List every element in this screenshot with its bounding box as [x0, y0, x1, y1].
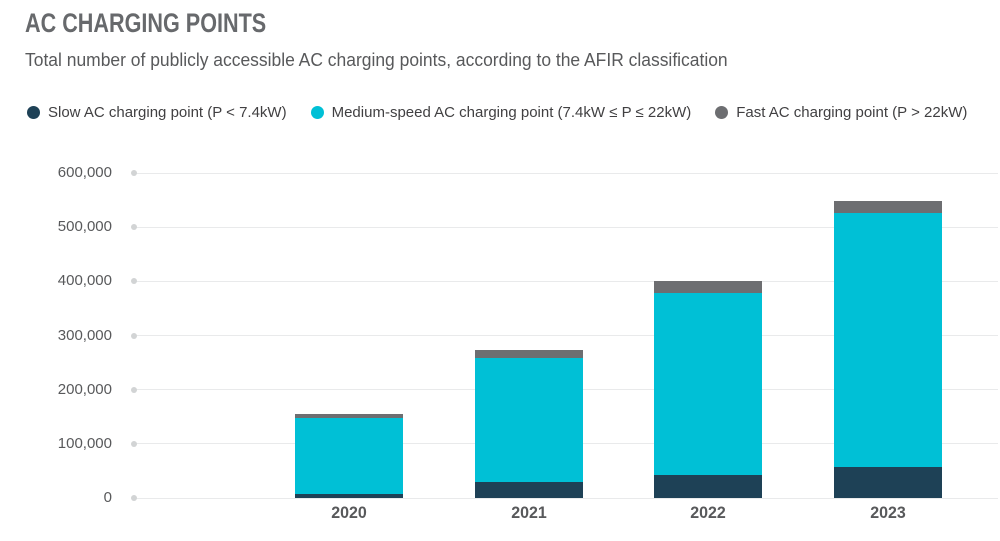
- page-subtitle: Total number of publicly accessible AC c…: [25, 50, 728, 70]
- gridline-dot-icon: [131, 440, 137, 447]
- x-axis: 2020 2021 2022 2023: [137, 503, 998, 529]
- legend-item-0: Slow AC charging point (P < 7.4kW): [27, 104, 287, 121]
- bar-segment-2021-series-0: [474, 481, 583, 498]
- y-tick-label: 200,000: [57, 380, 112, 398]
- gridline-dot-icon: [131, 224, 137, 231]
- legend-item-label: Slow AC charging point (P < 7.4kW): [48, 104, 287, 121]
- page-title: AC CHARGING POINTS: [25, 8, 267, 38]
- y-tick-label: 0: [103, 489, 112, 506]
- legend-dot-icon: [715, 106, 729, 119]
- bar-segment-2022-series-0: [654, 474, 762, 498]
- bar-segment-2021-series-2: [474, 350, 583, 359]
- gridline: [135, 497, 998, 499]
- y-tick-label: 500,000: [57, 218, 112, 236]
- y-tick-label: 300,000: [57, 326, 112, 344]
- gridline-dot-icon: [131, 386, 137, 393]
- legend-dot-icon: [27, 106, 40, 119]
- y-tick-label: 100,000: [57, 434, 112, 452]
- y-axis: 0 100,000 200,000 300,000 400,000 500,000 600,…: [0, 164, 112, 506]
- bar-segment-2021-series-1: [474, 358, 583, 482]
- x-axis-label: 2020: [331, 503, 367, 522]
- bar-segment-2022-series-1: [654, 293, 762, 475]
- gridline: [135, 226, 998, 228]
- x-axis-label: 2022: [690, 503, 726, 522]
- gridline-dot-icon: [131, 332, 137, 339]
- x-axis-label: 2023: [869, 503, 906, 522]
- legend-item-label: Medium-speed AC charging point (7.4kW ≤ …: [331, 104, 692, 121]
- gridline: [135, 335, 998, 336]
- bar-segment-2023-series-0: [833, 467, 942, 498]
- gridline-dot-icon: [131, 278, 137, 285]
- x-axis-label: 2021: [510, 503, 547, 522]
- bar-segment-2020-series-2: [295, 413, 403, 418]
- gridline-dot-icon: [131, 495, 137, 501]
- bar-segment-2020-series-1: [295, 417, 403, 494]
- bar-segment-2020-series-0: [295, 493, 403, 498]
- legend-dot-icon: [310, 106, 324, 119]
- gridline-dot-icon: [131, 170, 137, 176]
- y-tick-label: 600,000: [57, 164, 112, 181]
- legend-item-1: Medium-speed AC charging point (7.4kW ≤ …: [310, 104, 692, 121]
- legend: Slow AC charging point (P < 7.4kW) Medium…: [27, 104, 967, 121]
- plot-area: [131, 170, 998, 501]
- gridline: [135, 172, 998, 174]
- bar-segment-2022-series-2: [654, 281, 762, 294]
- y-tick-label: 400,000: [57, 272, 112, 290]
- legend-item-2: Fast AC charging point (P > 22kW): [715, 104, 967, 121]
- legend-item-label: Fast AC charging point (P > 22kW): [736, 104, 968, 121]
- gridline: [135, 280, 998, 282]
- bar-segment-2023-series-2: [833, 200, 942, 214]
- bar-segment-2023-series-1: [833, 213, 942, 468]
